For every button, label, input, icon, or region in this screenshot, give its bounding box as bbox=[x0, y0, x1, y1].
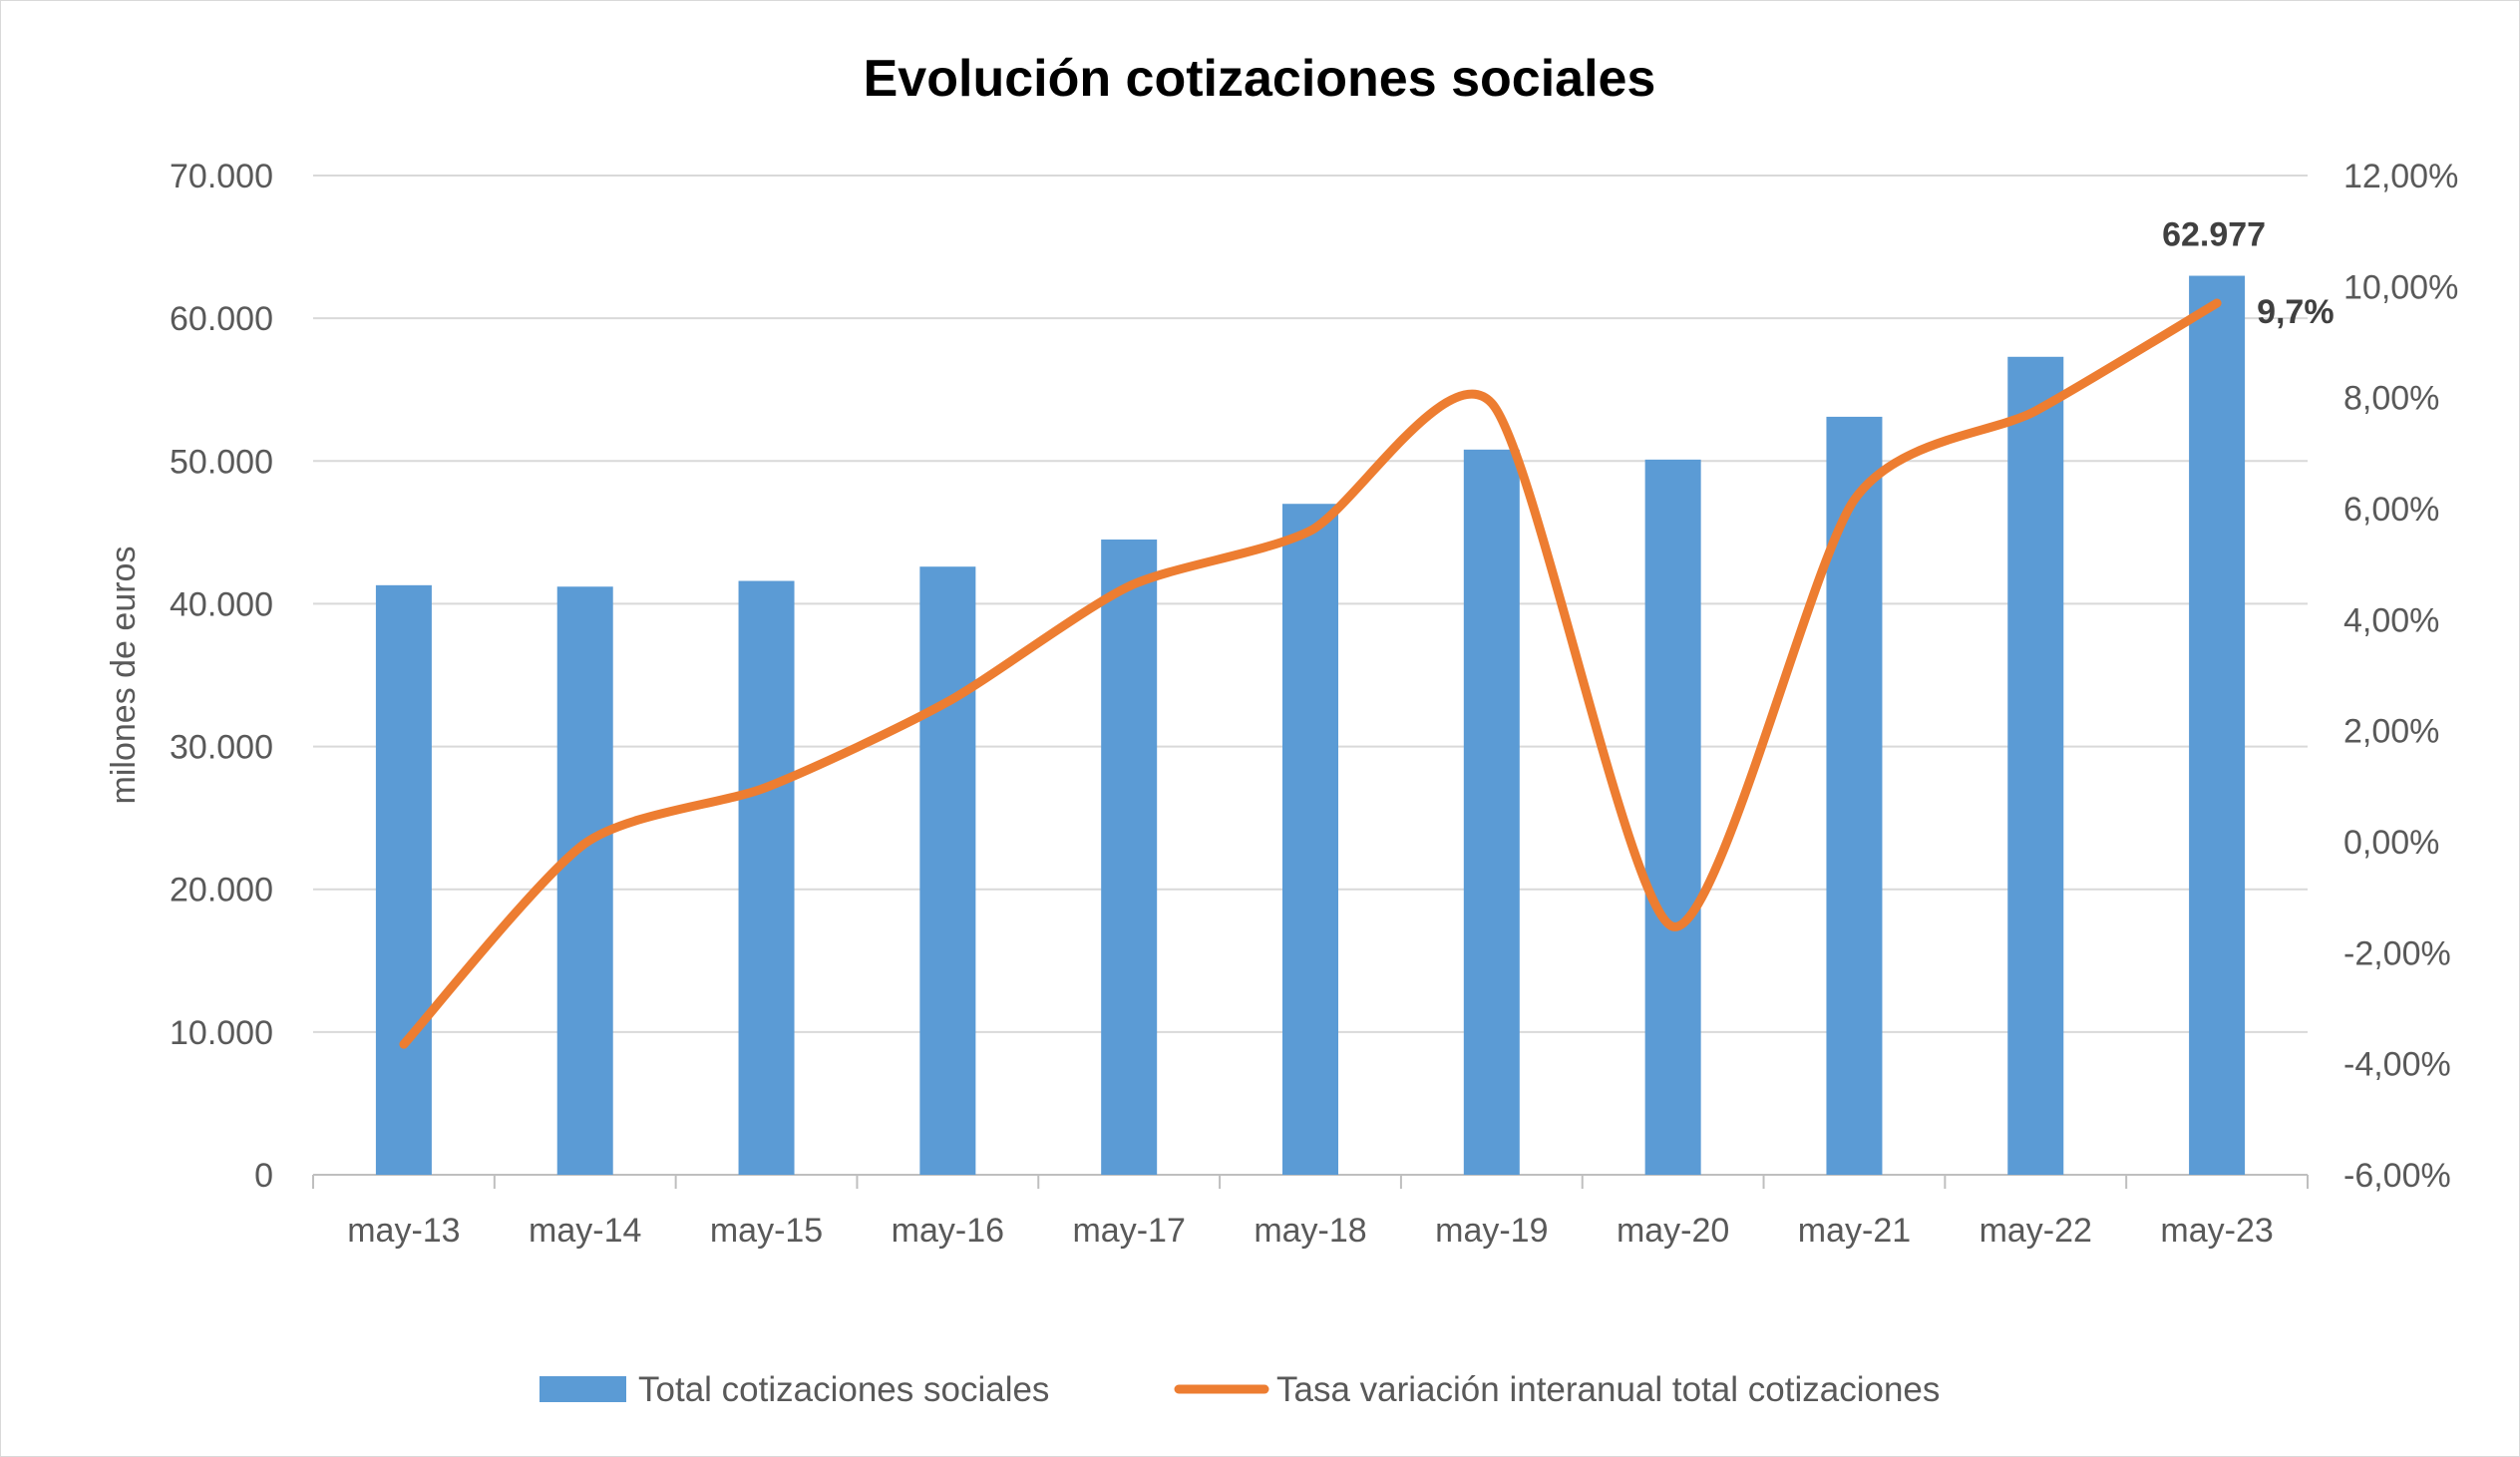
legend-label-bars: Total cotizaciones sociales bbox=[638, 1370, 1049, 1409]
legend-label-line: Tasa variación interanual total cotizaci… bbox=[1276, 1370, 1940, 1409]
y2-tick-label: 8,00% bbox=[2343, 380, 2439, 418]
bar bbox=[1463, 449, 1520, 1175]
x-tick-label: may-20 bbox=[1617, 1212, 1729, 1250]
y2-tick-label: 10,00% bbox=[2343, 268, 2458, 306]
bar-data-label: 62.977 bbox=[2162, 216, 2266, 254]
x-tick-label: may-22 bbox=[1980, 1212, 2092, 1250]
line-series bbox=[399, 298, 2222, 1049]
bar bbox=[1101, 540, 1158, 1175]
x-tick-label: may-14 bbox=[529, 1212, 641, 1250]
y-tick-label: 20.000 bbox=[170, 872, 273, 910]
line-data-label: 9,7% bbox=[2257, 293, 2335, 331]
y-axis-label: milones de euros bbox=[105, 546, 143, 805]
x-tick-label: may-23 bbox=[2160, 1212, 2273, 1250]
y-tick-label: 50.000 bbox=[170, 443, 273, 481]
bar bbox=[1282, 504, 1338, 1175]
chart-title: Evolución cotizaciones sociales bbox=[864, 50, 1656, 108]
y2-tick-label: 12,00% bbox=[2343, 158, 2458, 195]
x-tick-label: may-15 bbox=[710, 1212, 823, 1250]
x-tick-label: may-16 bbox=[892, 1212, 1004, 1250]
x-tick-label: may-18 bbox=[1254, 1212, 1366, 1250]
legend-swatch-bars bbox=[540, 1376, 626, 1402]
bar bbox=[2189, 275, 2246, 1175]
y2-tick-label: -2,00% bbox=[2343, 934, 2451, 972]
y2-tick-label: 0,00% bbox=[2343, 824, 2439, 862]
y-tick-label: 60.000 bbox=[170, 300, 273, 338]
legend: Total cotizaciones sociales Tasa variaci… bbox=[540, 1370, 1940, 1409]
bar bbox=[375, 584, 432, 1175]
y-tick-label: 70.000 bbox=[170, 158, 273, 195]
x-tick-label: may-17 bbox=[1072, 1212, 1185, 1250]
y2-tick-label: 6,00% bbox=[2343, 491, 2439, 529]
bar bbox=[1644, 459, 1701, 1176]
x-tick-label: may-21 bbox=[1798, 1212, 1911, 1250]
y2-tick-label: 4,00% bbox=[2343, 601, 2439, 639]
bar bbox=[738, 580, 795, 1175]
y2-tick-label: -6,00% bbox=[2343, 1157, 2451, 1195]
x-tick-label: may-13 bbox=[347, 1212, 460, 1250]
bar bbox=[2007, 356, 2064, 1175]
x-tick-label: may-19 bbox=[1435, 1212, 1548, 1250]
y-tick-label: 40.000 bbox=[170, 585, 273, 623]
y-tick-label: 0 bbox=[254, 1157, 273, 1195]
y2-tick-label: -4,00% bbox=[2343, 1046, 2451, 1084]
bar bbox=[919, 566, 976, 1175]
y-tick-label: 30.000 bbox=[170, 729, 273, 767]
y-tick-label: 10.000 bbox=[170, 1014, 273, 1052]
bar bbox=[556, 586, 613, 1175]
y2-tick-label: 2,00% bbox=[2343, 713, 2439, 751]
